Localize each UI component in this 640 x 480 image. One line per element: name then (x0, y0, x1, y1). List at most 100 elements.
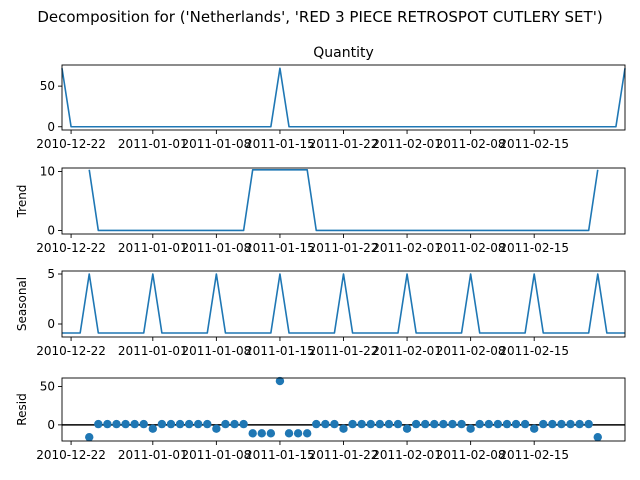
panel-1-xtick-label-3: 2011-01-15 (245, 137, 315, 151)
panel-4-point-44 (457, 419, 466, 429)
panel-2-axes-frame (61, 167, 626, 235)
panel-4-point-42 (439, 419, 448, 429)
panel-4-xtick-label-5: 2011-02-01 (372, 448, 442, 462)
panel-4-point-10 (148, 424, 158, 433)
panel-4-point-31 (339, 424, 348, 433)
panel-4-ytick-label-1: 50 (40, 379, 55, 393)
panel-1-series-line-0 (61, 67, 626, 128)
panel-3-xtick-label-3: 2011-01-15 (245, 344, 315, 358)
panel-4-point-43 (448, 419, 457, 429)
panel-1-ytick-label-1: 50 (40, 79, 55, 93)
figure-title: Decomposition for ('Netherlands', 'RED 3… (37, 8, 602, 26)
panel-4-point-7 (121, 419, 130, 429)
panel-4-point-26 (293, 429, 303, 438)
panel-4-point-59 (593, 432, 602, 442)
panel-1-xtick-label-4: 2011-01-22 (309, 137, 379, 151)
panel-4-point-58 (584, 419, 593, 429)
panel-4-point-39 (411, 419, 421, 429)
panel-4-point-57 (575, 419, 584, 429)
panel-2-xtick-label-1: 2011-01-01 (118, 241, 188, 255)
panel-3-axes-frame (61, 270, 626, 338)
panel-4-xtick-label-2: 2011-01-08 (181, 448, 251, 462)
panel-2-ylabel: Trend (15, 185, 29, 219)
panel-4-point-3 (85, 432, 94, 442)
panel-4-point-14 (184, 419, 194, 429)
panel-4-point-16 (203, 419, 212, 429)
panel-4-point-8 (130, 419, 139, 429)
panel-2-ytick-label-1: 10 (40, 165, 55, 179)
panel-2-xtick-label-0: 2010-12-22 (36, 241, 106, 255)
panel-4-point-15 (194, 419, 203, 429)
panel-4-point-27 (302, 429, 312, 438)
panel-1-axes-frame (61, 64, 626, 131)
panel-4-xtick-label-4: 2011-01-22 (309, 448, 379, 462)
panel-1-xtick-label-2: 2011-01-08 (181, 137, 251, 151)
panel-1-title: Quantity (313, 45, 374, 61)
panel-4-point-12 (166, 419, 176, 429)
panel-4-point-23 (266, 429, 276, 438)
panel-4-point-18 (221, 419, 230, 429)
panel-4-point-41 (430, 419, 439, 429)
panel-1-xtick-label-5: 2011-02-01 (372, 137, 442, 151)
panel-4-point-56 (566, 419, 575, 429)
panel-4-point-34 (366, 419, 375, 429)
panel-2-xtick-label-4: 2011-01-22 (309, 241, 379, 255)
panel-4-point-11 (157, 419, 167, 429)
panel-4-point-38 (402, 424, 412, 433)
panel-4-point-4 (94, 419, 103, 429)
panel-1-xtick-label-0: 2010-12-22 (36, 137, 106, 151)
panel-4-point-49 (502, 419, 512, 429)
panel-4-xtick-label-7: 2011-02-15 (499, 448, 569, 462)
panel-4-point-29 (321, 419, 330, 429)
panel-4-point-6 (112, 419, 121, 429)
panel-4-point-52 (529, 424, 539, 433)
panel-4-point-32 (348, 419, 357, 429)
panel-4-point-5 (103, 419, 112, 429)
panel-2-xtick-label-6: 2011-02-08 (436, 241, 506, 255)
panel-4-point-20 (239, 419, 248, 429)
panel-2-ytick-label-0: 0 (47, 223, 55, 237)
panel-2-xtick-label-3: 2011-01-15 (245, 241, 315, 255)
panel-4-point-55 (557, 419, 566, 429)
panel-3-ylabel: Seasonal (15, 277, 29, 331)
panel-4-ylabel: Resid (15, 393, 29, 425)
panel-3-xtick-label-6: 2011-02-08 (436, 344, 506, 358)
panel-3-xtick-label-7: 2011-02-15 (499, 344, 569, 358)
panel-4-point-25 (284, 429, 294, 438)
panel-3-ytick-label-0: 0 (47, 317, 55, 331)
panel-3-xtick-label-1: 2011-01-01 (118, 344, 188, 358)
panel-4-point-54 (548, 419, 557, 429)
panel-3-xtick-label-5: 2011-02-01 (372, 344, 442, 358)
panel-4-point-46 (475, 419, 484, 429)
panel-4-point-33 (357, 419, 366, 429)
panel-1-xtick-label-1: 2011-01-01 (118, 137, 188, 151)
panel-4-point-50 (511, 419, 521, 429)
panel-1-xtick-label-7: 2011-02-15 (499, 137, 569, 151)
panel-4-point-24 (275, 376, 285, 386)
panel-4-point-47 (484, 419, 493, 429)
panel-3-series-line-0 (62, 273, 625, 334)
panel-4-point-45 (466, 424, 475, 433)
panel-4-xtick-label-6: 2011-02-08 (436, 448, 506, 462)
panel-1-ytick-label-0: 0 (47, 120, 55, 134)
panel-4-point-13 (175, 419, 185, 429)
panel-2-xtick-label-5: 2011-02-01 (372, 241, 442, 255)
panel-4-point-36 (384, 419, 394, 429)
panel-2-xtick-label-7: 2011-02-15 (499, 241, 569, 255)
panel-4-xtick-label-1: 2011-01-01 (118, 448, 188, 462)
panel-2-xtick-label-2: 2011-01-08 (181, 241, 251, 255)
panel-4-point-28 (312, 419, 321, 429)
panel-4-point-22 (257, 429, 266, 438)
panel-3-xtick-label-2: 2011-01-08 (181, 344, 251, 358)
panel-2-series-line-0 (88, 168, 599, 232)
panel-3-xtick-label-0: 2010-12-22 (36, 344, 106, 358)
panel-4-point-48 (493, 419, 503, 429)
panel-4-point-51 (520, 419, 530, 429)
panel-4-point-9 (139, 419, 148, 429)
panel-4-ytick-label-0: 0 (47, 418, 55, 432)
panel-4-point-30 (330, 419, 339, 429)
panel-4-point-17 (212, 424, 221, 433)
panel-3-xtick-label-4: 2011-01-22 (309, 344, 379, 358)
